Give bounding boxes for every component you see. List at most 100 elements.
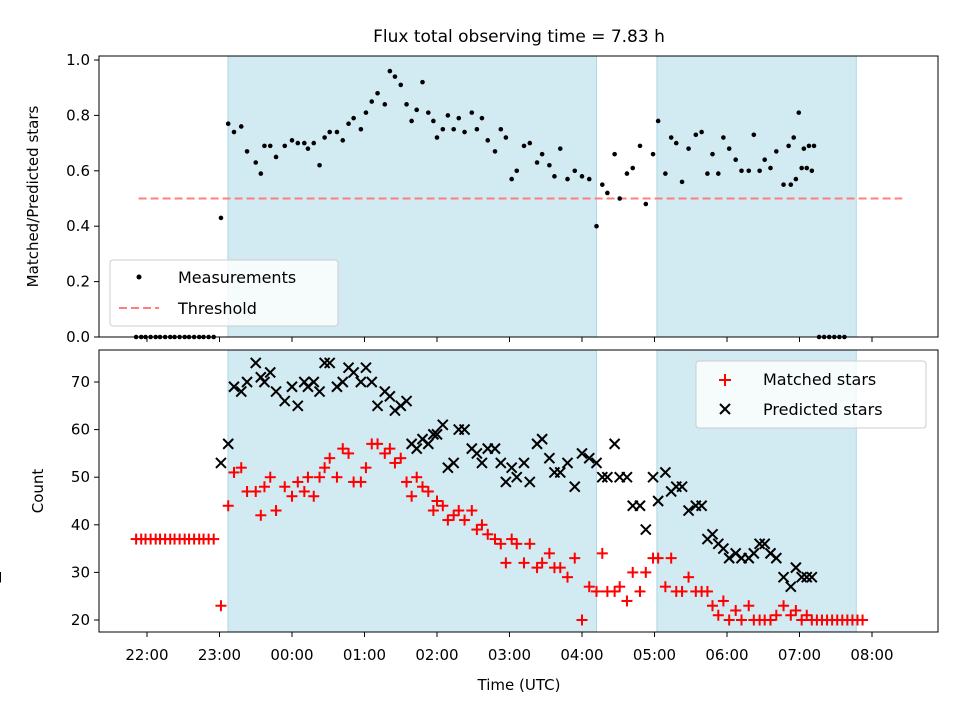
predicted-star-point: [601, 471, 614, 483]
measurement-point: [693, 132, 699, 138]
measurement-point: [295, 140, 301, 146]
measurement-point: [404, 102, 409, 107]
measurement-point: [317, 162, 322, 168]
measurement-point: [786, 143, 791, 149]
bottom-y-axis-label: Count: [29, 469, 47, 514]
predicted-star-point: [647, 471, 659, 483]
measurement-point: [498, 126, 504, 132]
predicted-star-point: [292, 400, 304, 412]
matched-star-point: [640, 566, 652, 578]
matched-star-point: [536, 557, 548, 569]
predicted-star-point: [241, 376, 253, 388]
matched-star-point: [208, 533, 220, 545]
measurement-point: [679, 179, 685, 185]
matched-star-point: [562, 571, 573, 583]
top-y-tick-label: 1.0: [66, 51, 90, 69]
predicted-star-point: [621, 471, 633, 483]
matched-star-point: [395, 452, 407, 464]
measurement-point: [726, 146, 732, 151]
measurement-point: [762, 157, 767, 163]
measurement-point: [788, 182, 794, 187]
predicted-star-point: [634, 500, 646, 512]
measurement-point: [409, 118, 414, 124]
measurement-point: [799, 165, 804, 171]
measurement-point: [398, 82, 404, 88]
predicted-star-point: [400, 395, 413, 407]
matched-star-point: [442, 514, 454, 526]
measurement-point: [617, 196, 622, 201]
matched-star-point: [591, 585, 602, 597]
predicted-star-point: [286, 381, 298, 393]
measurement-point: [768, 165, 773, 171]
matched-star-point: [596, 547, 608, 559]
measurement-point: [262, 143, 267, 149]
measurement-point: [253, 160, 259, 165]
matched-star-point: [250, 485, 262, 497]
bottom-y-tick-label: 30: [71, 563, 90, 581]
predicted-star-point: [410, 442, 423, 455]
matched-star-point: [524, 538, 536, 550]
predicted-star-point: [590, 457, 603, 469]
matched-star-point: [506, 533, 518, 545]
matched-star-point: [466, 505, 478, 517]
measurement-point: [637, 143, 643, 149]
matched-star-point: [389, 457, 401, 469]
measurement-point: [716, 171, 721, 176]
predicted-star-point: [489, 442, 501, 455]
matched-star-point: [743, 600, 755, 612]
x-tick-label: 04:00: [560, 646, 603, 664]
predicted-star-point: [682, 504, 695, 517]
measurement-point: [282, 143, 288, 149]
matched-star-point: [627, 566, 639, 578]
predicted-star-point: [640, 523, 652, 536]
predicted-star-point: [758, 538, 771, 550]
matched-star-point: [634, 585, 646, 597]
matched-star-point: [314, 471, 326, 483]
matched-star-point: [778, 600, 790, 612]
predicted-star-point: [554, 466, 566, 479]
predicted-star-point: [777, 571, 790, 583]
matched-star-point: [372, 438, 384, 450]
predicted-star-point: [543, 452, 556, 464]
matched-star-point: [583, 581, 595, 593]
measurement-point: [479, 115, 485, 121]
measurement-point: [557, 146, 563, 151]
measurement-point: [258, 171, 264, 176]
predicted-star-point: [384, 390, 396, 402]
predicted-star-point: [360, 362, 372, 374]
measurement-point: [485, 138, 491, 143]
legend-matched-label: Matched stars: [763, 370, 876, 389]
predicted-star-point: [228, 381, 240, 393]
measurement-point: [514, 168, 520, 174]
matched-star-point: [489, 533, 501, 545]
measurement-point: [710, 151, 715, 157]
predicted-star-point: [427, 428, 440, 441]
bottom-panel: 22:00 23:00 00:00 01:00 02:00 03:00 04:00 05:00…: [0, 349, 939, 694]
matched-star-point: [302, 471, 314, 483]
matched-star-point: [476, 519, 488, 531]
matched-star-point: [796, 614, 808, 626]
measurement-point: [668, 135, 674, 140]
matched-star-point: [543, 547, 555, 559]
predicted-star-point: [569, 481, 581, 493]
measurement-point: [420, 79, 425, 85]
matched-star-point: [411, 471, 423, 483]
matched-star-point: [355, 476, 367, 488]
bottom-y-tick-label: 40: [71, 516, 90, 534]
matched-star-point: [235, 462, 247, 474]
measurement-point: [273, 154, 279, 160]
matched-star-point: [401, 476, 413, 488]
top-y-tick-label: 0.8: [66, 106, 90, 124]
matched-star-point: [857, 614, 869, 626]
measurement-point: [612, 151, 617, 157]
matched-star-point: [331, 471, 343, 483]
measurement-point: [462, 129, 467, 135]
measurement-point: [547, 162, 552, 168]
measurement-point: [579, 174, 585, 179]
predicted-star-point: [337, 376, 349, 388]
top-y-ticks: 0.0 0.2 0.4 0.6 0.8 1.0: [66, 51, 99, 346]
matched-star-point: [683, 571, 695, 583]
matched-star-point: [308, 490, 320, 502]
x-tick-label: 03:00: [488, 646, 531, 664]
measurement-point: [739, 168, 744, 174]
